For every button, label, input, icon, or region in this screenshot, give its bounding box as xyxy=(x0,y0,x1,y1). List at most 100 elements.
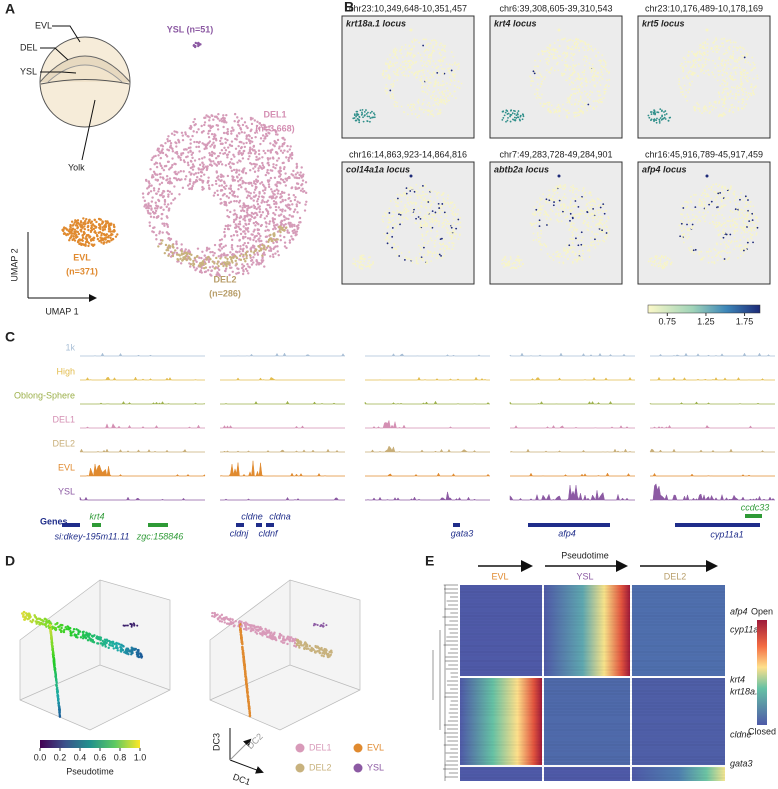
cell xyxy=(457,68,459,71)
cell xyxy=(239,152,243,155)
cell xyxy=(187,163,190,167)
cell xyxy=(200,256,203,260)
cell xyxy=(220,137,223,140)
cell xyxy=(458,87,461,90)
cell xyxy=(568,248,571,251)
cell xyxy=(536,201,539,203)
cell xyxy=(385,213,388,216)
cell xyxy=(418,244,420,247)
cell xyxy=(372,262,374,265)
cell xyxy=(444,204,446,207)
cell xyxy=(721,82,724,85)
cell xyxy=(87,224,90,228)
cell xyxy=(287,206,290,210)
cell xyxy=(443,93,445,96)
cell xyxy=(212,141,215,144)
cell xyxy=(283,141,286,145)
cell xyxy=(109,234,113,237)
cell xyxy=(442,192,445,195)
cell xyxy=(267,183,271,186)
cell xyxy=(252,162,256,166)
cell xyxy=(727,246,730,248)
cell xyxy=(255,207,258,211)
cell xyxy=(427,49,430,52)
cell xyxy=(590,69,593,72)
cell xyxy=(555,109,558,111)
cell xyxy=(216,260,220,263)
cell xyxy=(90,224,93,227)
cell xyxy=(742,228,745,231)
cell xyxy=(741,47,744,49)
cell xyxy=(681,91,684,93)
cell xyxy=(255,263,258,266)
cell xyxy=(432,45,435,48)
cell xyxy=(707,211,709,214)
cell xyxy=(562,38,565,40)
cell xyxy=(538,225,541,228)
cell xyxy=(601,219,603,221)
cell xyxy=(424,221,427,224)
cell xyxy=(428,60,431,62)
cell xyxy=(82,232,86,236)
cell xyxy=(596,197,599,200)
cell xyxy=(201,165,205,168)
cell xyxy=(602,203,605,205)
cell xyxy=(419,217,422,220)
cell xyxy=(414,72,416,75)
cell xyxy=(397,245,399,248)
cell xyxy=(576,43,578,46)
cell xyxy=(549,44,552,46)
cell xyxy=(607,232,610,234)
cell xyxy=(431,73,433,76)
cell xyxy=(436,192,438,195)
cell xyxy=(230,132,233,135)
cell xyxy=(264,135,267,138)
cell xyxy=(705,70,708,72)
cell xyxy=(171,251,174,255)
cell xyxy=(576,91,579,94)
cell xyxy=(227,262,231,266)
cell xyxy=(697,59,700,62)
cell xyxy=(148,224,152,228)
cell xyxy=(556,250,559,253)
cell xyxy=(300,183,303,187)
cell xyxy=(93,230,97,233)
cell xyxy=(89,230,93,234)
cell xyxy=(656,117,658,120)
cell xyxy=(555,207,558,210)
cell xyxy=(573,115,576,117)
cell xyxy=(395,227,397,229)
cell xyxy=(242,237,245,240)
cell xyxy=(236,161,239,164)
cell xyxy=(741,102,744,105)
cell xyxy=(581,101,584,104)
cell xyxy=(724,87,727,90)
cell xyxy=(437,65,440,68)
cell xyxy=(191,165,194,169)
label: EVL xyxy=(35,20,52,30)
cell xyxy=(31,619,35,622)
cell xyxy=(571,231,574,234)
cell xyxy=(569,225,572,228)
cell xyxy=(75,230,78,233)
cell xyxy=(730,57,733,59)
cell xyxy=(456,86,459,89)
cell xyxy=(601,73,604,76)
cell xyxy=(552,253,555,256)
cell xyxy=(510,267,512,270)
cell xyxy=(504,255,507,258)
cell xyxy=(571,72,574,75)
cell xyxy=(447,229,449,231)
cell xyxy=(288,148,291,151)
cell xyxy=(160,164,163,168)
cell xyxy=(394,52,397,55)
cell xyxy=(382,70,385,72)
cell xyxy=(406,198,409,201)
cell xyxy=(655,121,658,124)
cell xyxy=(437,48,440,51)
cell xyxy=(581,236,584,239)
cell xyxy=(352,117,355,120)
cell xyxy=(159,151,162,155)
cell xyxy=(290,235,293,238)
cell xyxy=(659,108,662,111)
